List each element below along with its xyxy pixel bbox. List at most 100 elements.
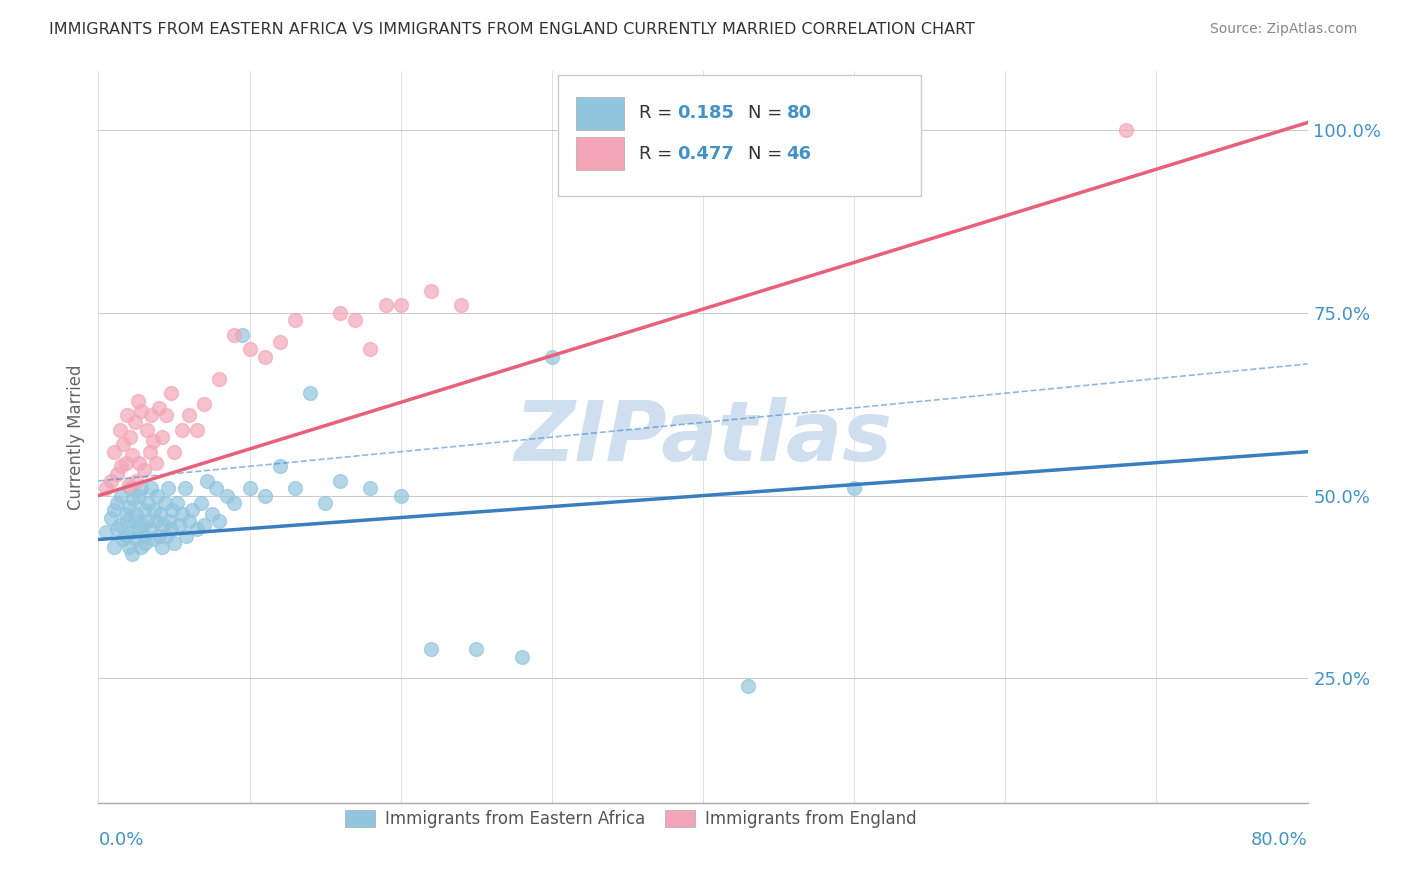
Point [149,507,172,521]
Text: N =: N = [748,145,787,163]
Point [132,463,155,477]
Point [125,533,148,547]
Legend: Immigrants from Eastern Africa, Immigrants from England: Immigrants from Eastern Africa, Immigran… [337,803,924,835]
FancyBboxPatch shape [576,137,624,170]
Point [156,481,179,495]
Point [142,533,165,547]
Point [120,430,142,444]
Point [142,434,165,448]
Point [105,467,128,481]
Point [186,423,208,437]
Point [121,547,143,561]
Point [284,481,307,495]
Point [374,298,396,312]
Point [94,525,117,540]
Point [360,343,382,357]
Point [152,517,174,532]
Point [329,306,352,320]
Point [111,437,134,451]
Text: R =: R = [638,104,678,122]
Point [155,529,177,543]
Point [163,536,186,550]
Point [344,313,367,327]
Point [1115,123,1137,137]
Point [162,503,184,517]
Text: 0.477: 0.477 [678,145,734,163]
FancyBboxPatch shape [558,75,921,195]
Point [208,371,231,385]
Point [420,642,443,657]
Point [110,459,132,474]
Point [105,496,128,510]
Point [179,514,201,528]
Point [190,496,212,510]
Point [269,334,291,349]
Point [181,503,204,517]
Point [150,540,173,554]
Point [170,423,193,437]
Point [134,536,156,550]
Point [132,529,155,543]
Point [314,496,336,510]
Point [121,525,143,540]
Point [124,416,146,430]
Point [128,489,150,503]
Point [103,444,125,458]
Point [193,517,215,532]
Point [122,492,145,507]
Text: R =: R = [638,145,678,163]
Point [118,477,141,491]
Point [110,489,132,503]
Point [224,496,246,510]
Point [94,481,117,495]
Point [127,521,149,535]
Point [299,386,322,401]
Point [163,444,186,458]
Point [100,474,122,488]
Point [186,521,208,535]
Point [118,500,141,514]
Point [115,514,138,528]
Point [215,489,238,503]
Point [153,496,176,510]
Point [146,489,169,503]
Point [139,444,162,458]
Point [174,529,197,543]
Point [129,540,152,554]
Point [329,474,352,488]
Text: Source: ZipAtlas.com: Source: ZipAtlas.com [1209,22,1357,37]
Point [173,481,195,495]
Point [389,298,412,312]
Point [141,408,163,422]
Point [155,408,177,422]
Point [159,514,181,528]
Point [145,456,167,470]
Point [115,408,138,422]
Point [269,459,291,474]
Point [132,503,155,517]
Point [145,514,167,528]
Point [160,386,183,401]
Point [450,298,472,312]
Point [120,481,142,495]
Point [420,284,443,298]
Point [111,533,134,547]
Point [124,514,146,528]
Point [103,503,125,517]
Point [239,481,262,495]
Point [166,496,188,510]
Point [139,521,162,535]
Point [148,401,170,415]
Point [737,679,759,693]
Point [167,517,190,532]
Point [150,430,173,444]
Point [253,489,276,503]
Point [141,481,163,495]
Point [129,404,152,418]
Text: 0.185: 0.185 [678,104,734,122]
Point [125,474,148,488]
Text: 80: 80 [786,104,811,122]
Point [135,423,157,437]
Text: 46: 46 [786,145,811,163]
Text: 0.0%: 0.0% [98,830,143,848]
